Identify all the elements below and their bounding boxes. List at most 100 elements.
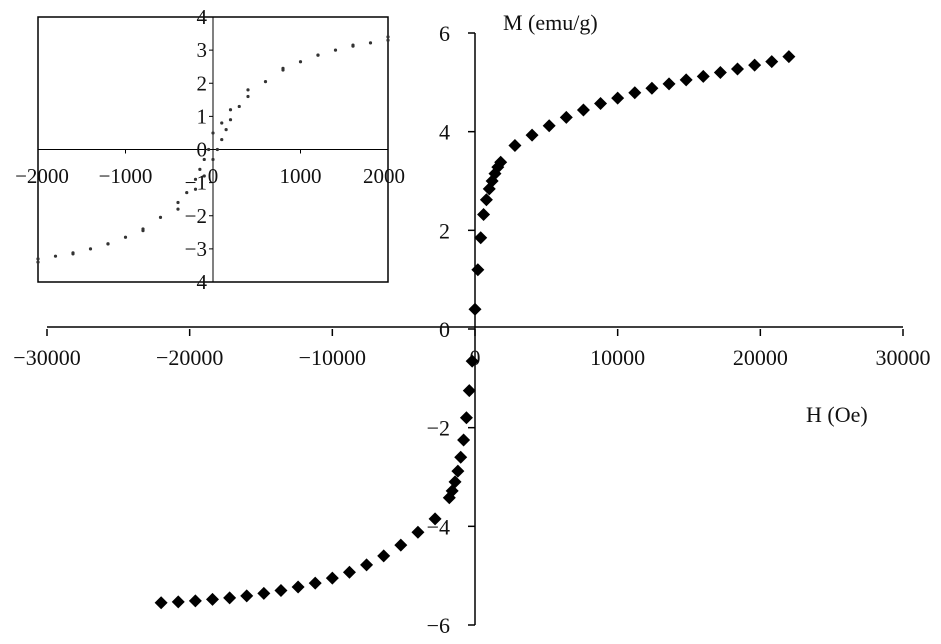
inset-data-point [36,257,40,261]
inset-y-tick-label: 0 [197,138,208,162]
inset-data-point [386,35,390,39]
main-data-point [731,62,745,76]
inset-x-tick-label: −2000 [15,164,69,188]
inset-data-point [333,48,338,52]
main-data-point [611,91,625,105]
inset-y-tick-label: 1 [197,104,208,128]
main-x-axis-title: H (Oe) [806,402,868,427]
inset-data-point [211,131,215,135]
main-data-point [468,302,482,316]
inset-data-point [202,174,206,178]
inset-data-point [207,147,211,152]
inset-data-point [220,137,224,142]
main-y-tick-label: −2 [427,416,450,441]
main-data-point [394,538,408,552]
main-data-point [645,81,659,95]
main-data-point [459,411,473,425]
inset-data-point [202,157,206,162]
inset-data-point [351,43,355,47]
main-hysteresis-plot: −30000−20000−100000100002000030000 −6−4−… [13,10,930,638]
main-data-point [748,58,762,72]
inset-data-point [141,227,145,231]
inset-data-point [185,190,189,195]
inset-data-point [263,79,268,84]
inset-data-point [123,235,128,239]
inset-data-point [368,41,373,45]
main-data-point [325,571,339,585]
main-data-point [679,73,693,87]
main-data-point [474,231,488,245]
main-y-tick-label: 0 [439,317,450,342]
main-x-tick-label: −30000 [13,345,80,370]
main-data-point [508,138,522,152]
main-x-tick-label: 20000 [733,345,788,370]
main-x-tick-label: −20000 [156,345,223,370]
inset-x-tick-label: 1000 [280,164,322,188]
inset-data-point [386,38,390,42]
main-data-point [240,589,254,603]
main-data-point [462,384,476,398]
main-y-tick-label: 4 [439,120,450,145]
inset-x-ticks: −2000 −1000 0 1000 2000 [15,149,405,188]
inset-data-point [220,121,224,125]
inset-y-tick-label: 2 [197,71,208,95]
main-data-point [696,69,710,83]
main-data-point [457,433,471,447]
main-data-point [482,182,496,196]
inset-data-point [193,187,198,191]
main-data-points [154,50,796,610]
main-data-point [477,208,491,222]
inset-y-tick-label: 4 [197,5,208,29]
main-data-point [479,193,493,207]
main-data-point [465,354,479,368]
main-data-point [628,86,642,100]
main-data-point [454,450,468,464]
main-data-point [471,263,485,277]
inset-y-tick-label: −3 [185,237,207,261]
main-data-point [360,558,374,572]
main-y-axis-title: M (emu/g) [503,10,598,35]
inset-x-tick-label: −1000 [99,164,153,188]
inset-data-points [36,35,390,264]
inset-data-point [158,215,163,220]
main-data-point [205,592,219,606]
inset-y-ticks: 4 −3 −2 −1 0 1 2 3 4 [185,5,213,294]
main-data-point [342,565,356,579]
main-data-point [662,77,676,91]
main-y-tick-label: −6 [427,613,450,638]
inset-x-tick-label: 2000 [363,164,405,188]
main-data-point [308,576,322,590]
inset-data-point [281,66,285,70]
main-data-point [223,591,237,605]
inset-data-point [237,104,241,109]
inset-data-point [228,118,233,122]
main-data-point [188,594,202,608]
main-data-point [765,55,779,69]
inset-data-point [298,60,303,64]
main-x-ticks: −30000−20000−100000100002000030000 [13,329,931,370]
main-data-point [576,103,590,117]
main-data-point [782,50,796,64]
inset-data-point [246,94,250,99]
inset-data-point [215,147,219,152]
main-x-tick-label: 10000 [590,345,645,370]
inset-y-tick-label: −1 [185,171,207,195]
inset-data-point [71,251,75,255]
inset-data-point [176,207,180,211]
main-y-tick-label: 6 [439,21,450,46]
main-data-point [559,110,573,124]
main-data-point [428,512,442,526]
inset-data-point [316,53,320,57]
inset-y-tick-label: 4 [197,270,208,294]
main-x-tick-label: 30000 [876,345,931,370]
inset-data-point [224,128,228,132]
main-data-point [713,65,727,79]
main-data-point [525,128,539,142]
main-data-point [257,586,271,600]
inset-data-point [228,108,233,112]
inset-data-point [88,247,93,251]
main-data-point [291,580,305,594]
